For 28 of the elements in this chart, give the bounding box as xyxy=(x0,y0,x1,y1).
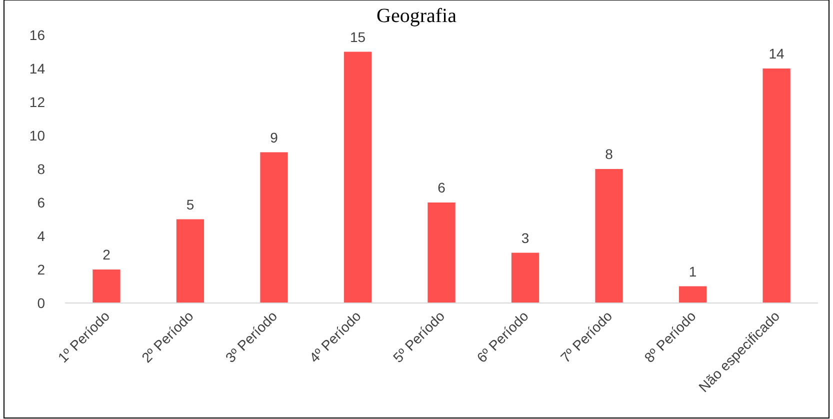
bar xyxy=(260,152,288,303)
bar xyxy=(344,52,372,303)
bar xyxy=(678,286,707,303)
y-tick-label: 4 xyxy=(37,228,46,244)
y-tick-label: 2 xyxy=(37,261,46,278)
y-tick-label: 12 xyxy=(29,94,46,110)
data-label: 9 xyxy=(270,129,278,146)
bar xyxy=(762,68,790,303)
bar xyxy=(511,252,540,303)
y-tick-label: 0 xyxy=(37,294,46,311)
data-label: 1 xyxy=(688,263,697,280)
y-tick-label: 14 xyxy=(29,60,46,76)
bar xyxy=(92,270,120,303)
data-label: 15 xyxy=(350,28,366,45)
data-label: 6 xyxy=(438,180,446,196)
data-label: 2 xyxy=(102,246,111,262)
y-tick-label: 10 xyxy=(29,127,46,144)
data-label: 5 xyxy=(186,196,194,212)
y-tick-label: 8 xyxy=(37,160,46,177)
data-label: 14 xyxy=(768,46,785,62)
bar xyxy=(595,169,623,303)
bar xyxy=(176,219,204,303)
chart-title: Geografia xyxy=(376,5,457,27)
y-tick-label: 6 xyxy=(37,194,46,210)
bar xyxy=(428,202,456,303)
y-tick-label: 16 xyxy=(29,26,46,43)
data-label: 8 xyxy=(605,146,614,162)
data-label: 3 xyxy=(521,230,530,246)
